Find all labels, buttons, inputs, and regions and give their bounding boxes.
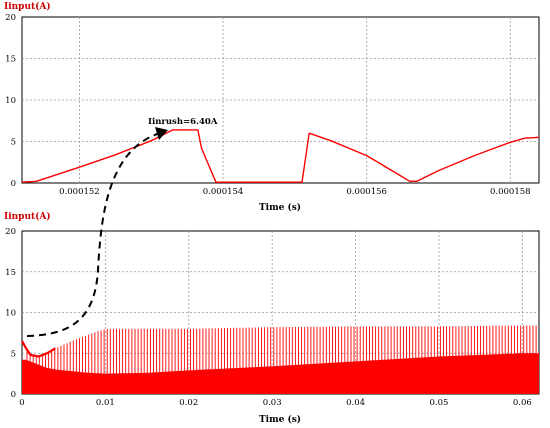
bottom-x-axis: 0 0.01 0.02 0.03 0.04 0.05 0.06 bbox=[19, 398, 532, 408]
top-y-axis: 0 5 10 15 20 bbox=[5, 13, 16, 189]
bottom-series-transient bbox=[21, 340, 56, 358]
top-x-tick-label: 0.000156 bbox=[346, 187, 387, 197]
bottom-y-tick-label: 15 bbox=[5, 268, 16, 278]
top-series-line bbox=[21, 129, 540, 183]
bottom-y-tick-label: 5 bbox=[11, 349, 16, 359]
top-plot-area bbox=[21, 16, 540, 184]
top-x-tick-label: 0.000158 bbox=[490, 187, 531, 197]
top-x-axis: 0.000152 0.000154 0.000156 0.000158 bbox=[59, 187, 530, 197]
top-y-tick-label: 20 bbox=[5, 13, 16, 23]
top-x-axis-label: Time (s) bbox=[259, 202, 301, 213]
bottom-series-ripple bbox=[26, 325, 537, 382]
bottom-x-tick-label: 0.02 bbox=[179, 398, 198, 408]
inrush-arrow bbox=[26, 132, 161, 337]
bottom-series bbox=[21, 325, 539, 394]
top-x-tick-label: 0.000154 bbox=[203, 187, 244, 197]
top-x-tick-label: 0.000152 bbox=[59, 187, 100, 197]
top-chart-title: Iinput(A) bbox=[4, 1, 51, 12]
top-y-tick-label: 5 bbox=[11, 138, 16, 148]
bottom-x-tick-label: 0.06 bbox=[513, 398, 532, 408]
bottom-x-tick-label: 0.01 bbox=[96, 398, 115, 408]
bottom-grid bbox=[22, 231, 539, 394]
inrush-label: Iinrush=6.40A bbox=[148, 117, 218, 127]
top-y-tick-label: 10 bbox=[5, 96, 16, 106]
top-y-tick-label: 15 bbox=[5, 55, 16, 65]
bottom-y-tick-label: 20 bbox=[5, 227, 16, 237]
bottom-x-tick-label: 0.04 bbox=[346, 398, 365, 408]
bottom-chart: Iinput(A) 0 5 10 15 20 0 0.01 0.02 0.03 0.04 0.05… bbox=[4, 211, 540, 425]
bottom-x-axis-label: Time (s) bbox=[259, 414, 301, 425]
bottom-x-tick-label: 0 bbox=[19, 398, 24, 408]
top-series bbox=[21, 129, 540, 183]
inrush-annotation: Iinrush=6.40A bbox=[26, 117, 218, 337]
top-y-tick-label: 0 bbox=[11, 179, 16, 189]
bottom-y-tick-label: 0 bbox=[11, 390, 16, 400]
arrow-head-icon bbox=[155, 127, 168, 140]
bottom-x-tick-label: 0.03 bbox=[263, 398, 282, 408]
bottom-chart-title: Iinput(A) bbox=[4, 211, 51, 222]
bottom-y-tick-label: 10 bbox=[5, 309, 16, 319]
bottom-x-tick-label: 0.05 bbox=[429, 398, 448, 408]
bottom-y-axis: 0 5 10 15 20 bbox=[5, 227, 16, 400]
